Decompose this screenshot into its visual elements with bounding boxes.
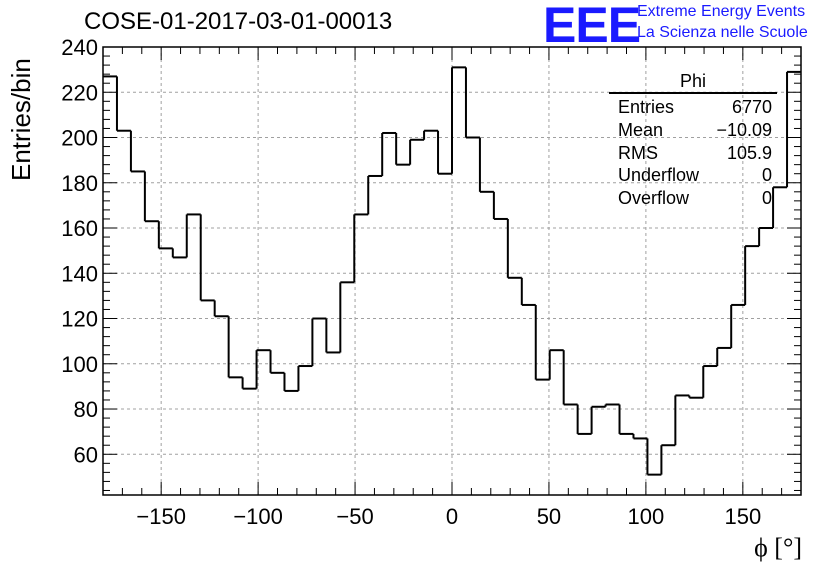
org-name-line1: Extreme Energy Events: [637, 3, 806, 20]
stats-label: Mean: [618, 119, 664, 140]
y-tick-label: 200: [61, 126, 98, 151]
y-tick-label: 160: [61, 216, 98, 241]
stats-box-title: Phi: [679, 71, 706, 91]
y-tick-label: 240: [61, 35, 98, 60]
plot-title: COSE-01-2017-03-01-00013: [84, 8, 393, 35]
stats-label: Entries: [618, 97, 675, 117]
y-tick-label: 100: [61, 352, 98, 377]
y-axis-label: Entries/bin: [6, 58, 36, 181]
stats-value: −10.09: [716, 119, 772, 140]
y-tick-label: 140: [61, 261, 98, 286]
stats-value: 105.9: [726, 142, 772, 163]
y-tick-label: 60: [74, 442, 98, 467]
stats-value: 6770: [731, 97, 772, 117]
x-tick-label: 150: [724, 504, 761, 529]
stats-label: Overflow: [618, 188, 690, 209]
stats-row-underflow: Underflow 0: [609, 164, 777, 187]
x-tick-label: −50: [336, 504, 373, 529]
eee-logo: EEE: [543, 0, 641, 53]
stats-row-overflow: Overflow 0: [609, 187, 777, 210]
org-name-line2: La Scienza nelle Scuole: [637, 24, 808, 41]
y-tick-label: 180: [61, 171, 98, 196]
stats-value: 0: [761, 188, 772, 209]
y-tick-label: 120: [61, 307, 98, 332]
x-tick-label: 50: [537, 504, 561, 529]
stats-row-mean: Mean −10.09: [609, 119, 777, 142]
y-tick-label: 220: [61, 80, 98, 105]
x-tick-label: 100: [628, 504, 665, 529]
stats-row-rms: RMS 105.9: [609, 142, 777, 165]
x-tick-label: −150: [136, 504, 186, 529]
x-tick-label: 0: [446, 504, 458, 529]
stats-box-divider: [609, 92, 777, 94]
stats-box: Phi Entries 6770 Mean −10.09 RMS 105.9 U…: [609, 70, 777, 210]
x-tick-label: −100: [233, 504, 283, 529]
stats-row-entries: Entries 6770: [609, 96, 777, 119]
stats-label: Underflow: [618, 165, 700, 186]
stats-value: 0: [761, 165, 772, 186]
x-axis-label: ϕ [°]: [754, 533, 802, 562]
y-tick-label: 80: [74, 397, 98, 422]
stats-label: RMS: [618, 142, 658, 163]
